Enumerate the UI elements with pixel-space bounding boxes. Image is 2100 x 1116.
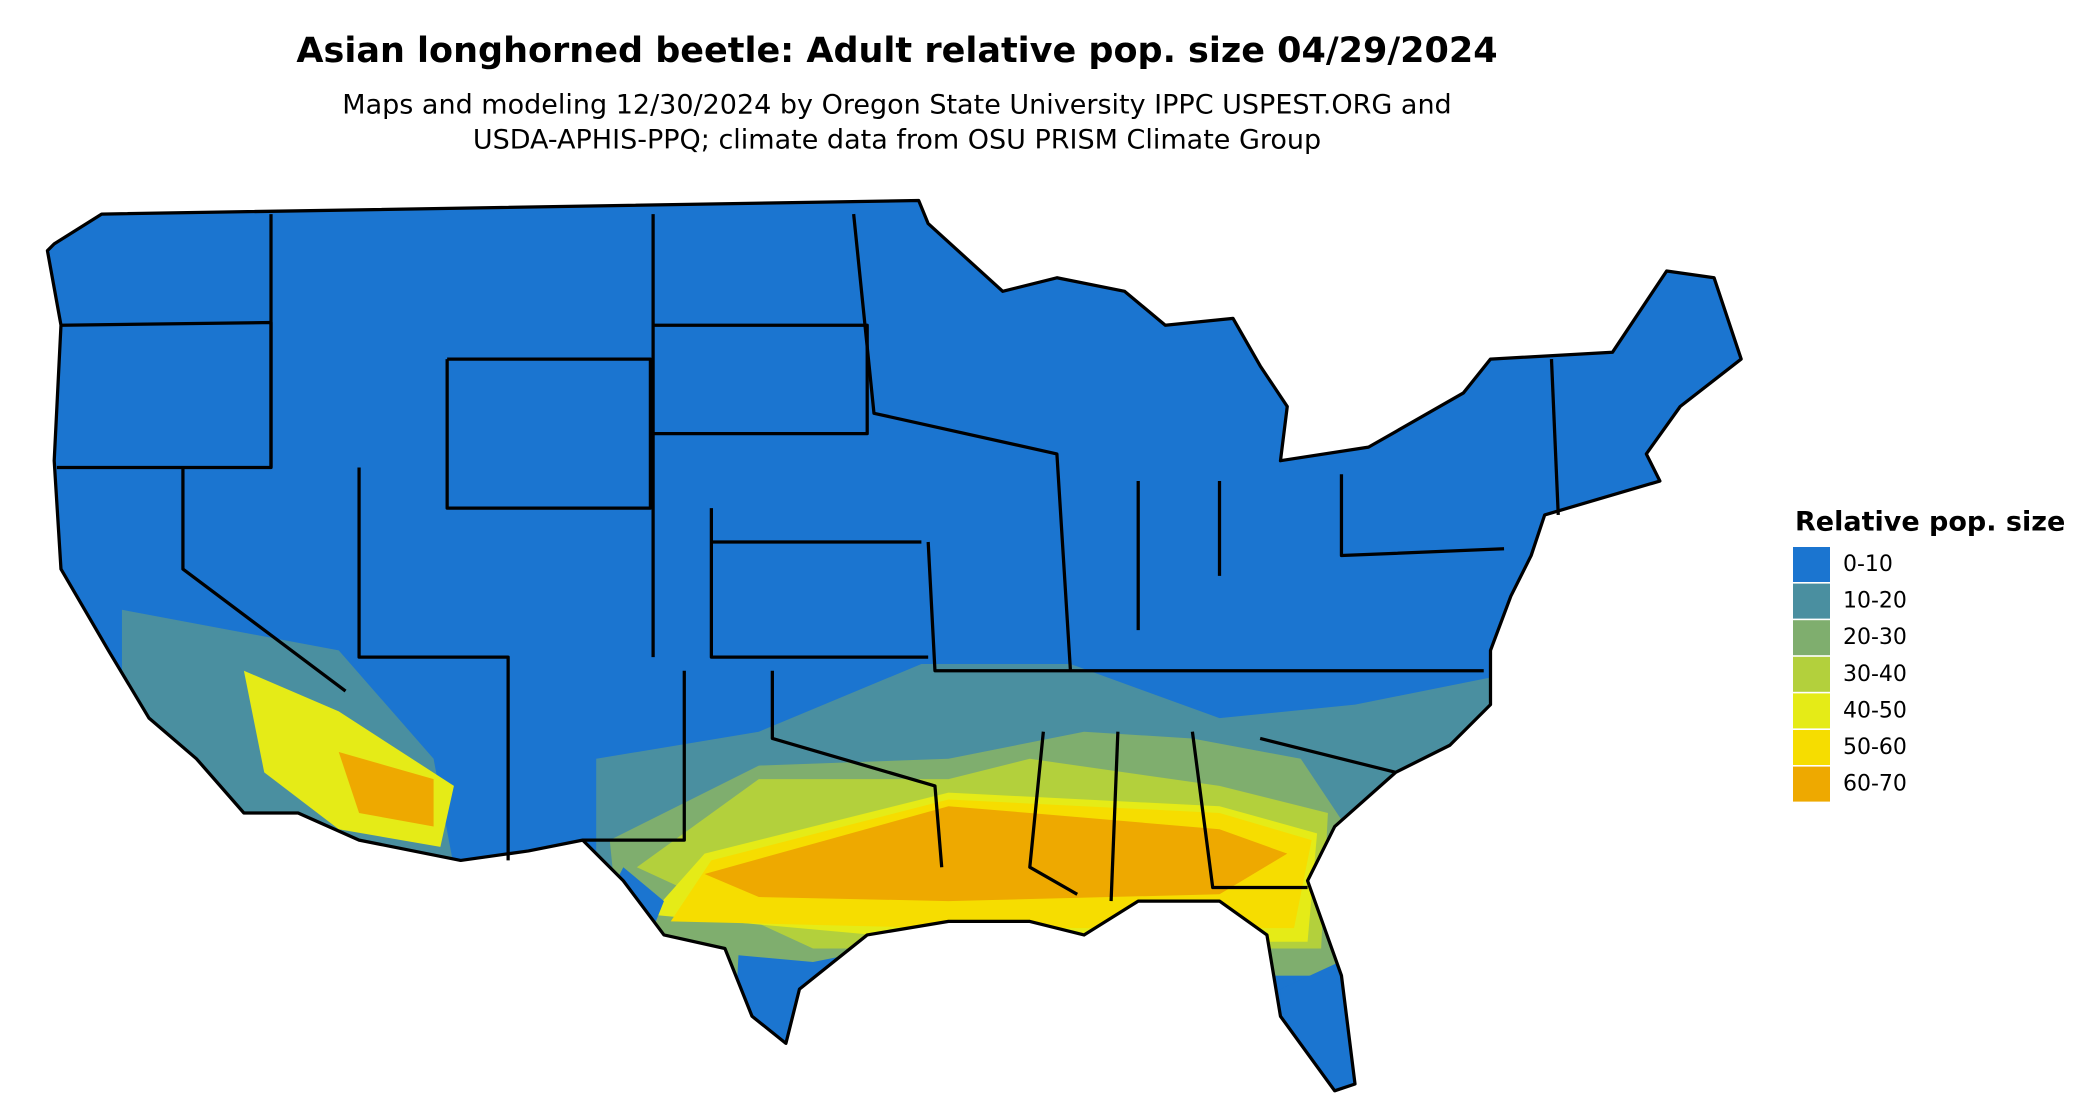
zone-0-10 — [47, 200, 1742, 1091]
map-subtitle: Maps and modeling 12/30/2024 by Oregon S… — [342, 90, 1451, 121]
legend-title: Relative pop. size — [1795, 507, 2065, 538]
state-borders — [56, 213, 1560, 902]
map-subtitle: USDA-APHIS-PPQ; climate data from OSU PR… — [473, 125, 1321, 156]
state-border — [1549, 359, 1560, 515]
legend-swatch — [1793, 583, 1830, 619]
legend-label: 40-50 — [1843, 698, 1907, 723]
us-border — [45, 198, 1743, 1093]
legend-swatch — [1793, 656, 1830, 692]
state-border — [653, 323, 869, 436]
us-map — [45, 198, 1743, 1093]
state-border — [770, 670, 944, 868]
legend-swatch — [1793, 730, 1830, 765]
state-border — [357, 467, 510, 861]
legend-label: 0-10 — [1843, 552, 1893, 577]
map-title: Asian longhorned beetle: Adult relative … — [296, 31, 1497, 71]
legend-swatch — [1793, 693, 1830, 729]
state-border — [1259, 736, 1397, 774]
zone-60-70 — [704, 806, 1288, 902]
state-border — [445, 357, 653, 510]
legend-label: 30-40 — [1843, 662, 1907, 687]
legend-swatch — [1793, 547, 1830, 582]
legend-swatch — [1793, 620, 1830, 656]
legend: 0-10 10-20 20-30 30-40 40-50 50-60 60-70 — [1793, 547, 1907, 802]
state-border — [926, 541, 1484, 673]
legend-label: 20-30 — [1843, 625, 1907, 650]
legend-label: 50-60 — [1843, 735, 1907, 760]
map-fill — [47, 200, 1742, 1091]
state-border — [852, 213, 1073, 671]
zone-60-70 — [338, 752, 434, 827]
state-border — [582, 670, 686, 842]
state-border — [709, 508, 929, 659]
legend-label: 60-70 — [1843, 772, 1907, 797]
legend-label: 10-20 — [1843, 589, 1907, 614]
legend-swatch — [1793, 766, 1830, 802]
state-border — [181, 467, 347, 693]
state-border — [1109, 731, 1120, 902]
state-border — [1028, 731, 1079, 896]
state-border — [1190, 731, 1308, 890]
state-border — [1339, 474, 1505, 558]
